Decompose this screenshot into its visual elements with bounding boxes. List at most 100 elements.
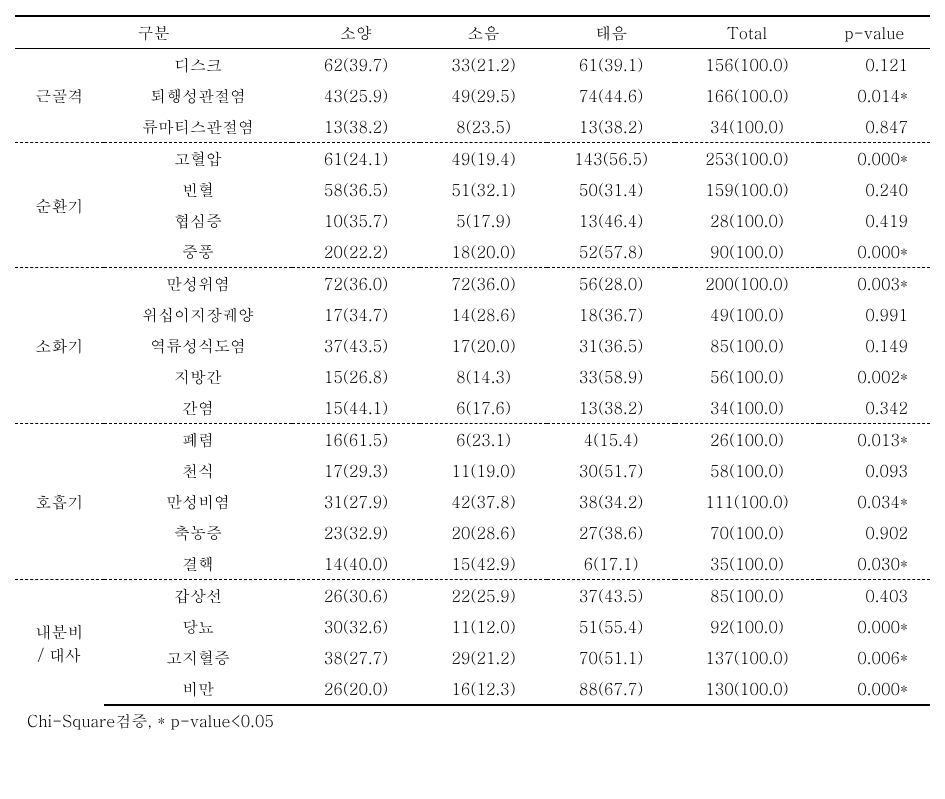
subcat-label: 역류성식도염 <box>104 330 293 361</box>
data-cell: 61(24.1) <box>292 143 420 175</box>
data-cell: 16(61.5) <box>292 424 420 456</box>
total-cell: 111(100.0) <box>675 486 819 517</box>
data-cell: 143(56.5) <box>547 143 675 175</box>
total-cell: 159(100.0) <box>675 174 819 205</box>
total-cell: 85(100.0) <box>675 580 819 612</box>
subcat-label: 류마티스관절염 <box>104 111 293 143</box>
data-cell: 38(27.7) <box>292 642 420 673</box>
data-cell: 18(20.0) <box>420 236 548 268</box>
header-total: Total <box>675 16 819 49</box>
table-row: 소화기 만성위염 72(36.0) 72(36.0) 56(28.0) 200(… <box>15 268 930 300</box>
table-row: 지방간 15(26.8) 8(14.3) 33(58.9) 56(100.0) … <box>15 361 930 392</box>
table-row: 역류성식도염 37(43.5) 17(20.0) 31(36.5) 85(100… <box>15 330 930 361</box>
table-row: 간염 15(44.1) 6(17.6) 13(38.2) 34(100.0) 0… <box>15 392 930 424</box>
subcat-label: 폐렴 <box>104 424 293 456</box>
table-row: 근골격 디스크 62(39.7) 33(21.2) 61(39.1) 156(1… <box>15 49 930 81</box>
pvalue-cell: 0.030* <box>819 548 930 580</box>
data-cell: 31(36.5) <box>547 330 675 361</box>
data-cell: 56(28.0) <box>547 268 675 300</box>
subcat-label: 고지혈증 <box>104 642 293 673</box>
pvalue-cell: 0.006* <box>819 642 930 673</box>
data-cell: 14(28.6) <box>420 299 548 330</box>
total-cell: 166(100.0) <box>675 80 819 111</box>
data-cell: 11(12.0) <box>420 611 548 642</box>
pvalue-cell: 0.149 <box>819 330 930 361</box>
total-cell: 253(100.0) <box>675 143 819 175</box>
table-row: 고지혈증 38(27.7) 29(21.2) 70(51.1) 137(100.… <box>15 642 930 673</box>
data-cell: 30(51.7) <box>547 455 675 486</box>
total-cell: 56(100.0) <box>675 361 819 392</box>
group-label-line1: 내분비 <box>35 620 83 643</box>
pvalue-cell: 0.991 <box>819 299 930 330</box>
group-label: 근골격 <box>15 49 104 143</box>
total-cell: 49(100.0) <box>675 299 819 330</box>
data-cell: 51(32.1) <box>420 174 548 205</box>
data-cell: 26(20.0) <box>292 673 420 705</box>
pvalue-cell: 0.847 <box>819 111 930 143</box>
pvalue-cell: 0.419 <box>819 205 930 236</box>
data-cell: 62(39.7) <box>292 49 420 81</box>
subcat-label: 빈혈 <box>104 174 293 205</box>
table-footnote: Chi-Square검증, * p-value<0.05 <box>15 706 930 732</box>
table-row: 비만 26(20.0) 16(12.3) 88(67.7) 130(100.0)… <box>15 673 930 705</box>
total-cell: 130(100.0) <box>675 673 819 705</box>
subcat-label: 당뇨 <box>104 611 293 642</box>
subcat-label: 비만 <box>104 673 293 705</box>
total-cell: 137(100.0) <box>675 642 819 673</box>
data-cell: 33(21.2) <box>420 49 548 81</box>
data-cell: 37(43.5) <box>292 330 420 361</box>
total-cell: 156(100.0) <box>675 49 819 81</box>
table-row: 호흡기 폐렴 16(61.5) 6(23.1) 4(15.4) 26(100.0… <box>15 424 930 456</box>
table-header-row: 구분 소양 소음 태음 Total p-value <box>15 16 930 49</box>
table-row: 류마티스관절염 13(38.2) 8(23.5) 13(38.2) 34(100… <box>15 111 930 143</box>
data-cell: 17(20.0) <box>420 330 548 361</box>
data-cell: 33(58.9) <box>547 361 675 392</box>
pvalue-cell: 0.240 <box>819 174 930 205</box>
data-cell: 15(42.9) <box>420 548 548 580</box>
subcat-label: 고혈압 <box>104 143 293 175</box>
total-cell: 92(100.0) <box>675 611 819 642</box>
pvalue-cell: 0.003* <box>819 268 930 300</box>
data-cell: 42(37.8) <box>420 486 548 517</box>
total-cell: 200(100.0) <box>675 268 819 300</box>
table-row: 결핵 14(40.0) 15(42.9) 6(17.1) 35(100.0) 0… <box>15 548 930 580</box>
pvalue-cell: 0.013* <box>819 424 930 456</box>
table-row: 퇴행성관절염 43(25.9) 49(29.5) 74(44.6) 166(10… <box>15 80 930 111</box>
pvalue-cell: 0.014* <box>819 80 930 111</box>
group-label: 호흡기 <box>15 424 104 580</box>
pvalue-cell: 0.093 <box>819 455 930 486</box>
table-row: 만성비염 31(27.9) 42(37.8) 38(34.2) 111(100.… <box>15 486 930 517</box>
subcat-label: 협심증 <box>104 205 293 236</box>
subcat-label: 만성비염 <box>104 486 293 517</box>
header-col2: 소음 <box>420 16 548 49</box>
data-cell: 14(40.0) <box>292 548 420 580</box>
total-cell: 26(100.0) <box>675 424 819 456</box>
header-pvalue: p-value <box>819 16 930 49</box>
data-cell: 17(29.3) <box>292 455 420 486</box>
data-cell: 30(32.6) <box>292 611 420 642</box>
group-label: 순환기 <box>15 143 104 268</box>
pvalue-cell: 0.000* <box>819 143 930 175</box>
header-col3: 태음 <box>547 16 675 49</box>
pvalue-cell: 0.000* <box>819 673 930 705</box>
data-cell: 37(43.5) <box>547 580 675 612</box>
data-cell: 10(35.7) <box>292 205 420 236</box>
pvalue-cell: 0.002* <box>819 361 930 392</box>
data-cell: 74(44.6) <box>547 80 675 111</box>
pvalue-cell: 0.000* <box>819 236 930 268</box>
data-cell: 26(30.6) <box>292 580 420 612</box>
table-row: 협심증 10(35.7) 5(17.9) 13(46.4) 28(100.0) … <box>15 205 930 236</box>
data-cell: 4(15.4) <box>547 424 675 456</box>
data-cell: 88(67.7) <box>547 673 675 705</box>
subcat-label: 디스크 <box>104 49 293 81</box>
pvalue-cell: 0.342 <box>819 392 930 424</box>
data-cell: 58(36.5) <box>292 174 420 205</box>
data-cell: 8(14.3) <box>420 361 548 392</box>
data-cell: 6(17.1) <box>547 548 675 580</box>
data-cell: 6(17.6) <box>420 392 548 424</box>
total-cell: 28(100.0) <box>675 205 819 236</box>
data-cell: 15(26.8) <box>292 361 420 392</box>
total-cell: 70(100.0) <box>675 517 819 548</box>
pvalue-cell: 0.034* <box>819 486 930 517</box>
data-cell: 13(38.2) <box>547 111 675 143</box>
